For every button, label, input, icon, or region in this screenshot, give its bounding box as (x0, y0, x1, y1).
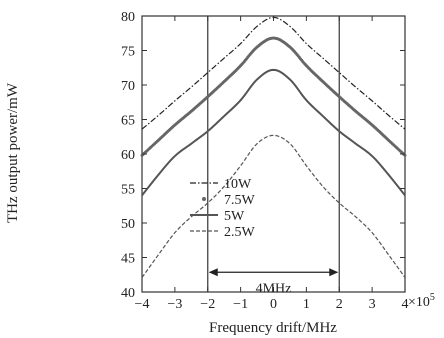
x-tick-label: 3 (369, 297, 376, 312)
y-axis-ticks: 40 45 50 55 60 65 70 75 80 (121, 10, 405, 301)
y-tick-label: 80 (121, 10, 135, 25)
x-axis-multiplier-base: ×10 (408, 295, 430, 310)
series-line (141, 16, 406, 130)
series-2.5W (141, 134, 406, 278)
y-tick-label: 40 (121, 286, 135, 301)
x-tick-label: 4 (402, 297, 409, 312)
annotation-arrow-right (329, 268, 339, 277)
series-10W (141, 16, 406, 130)
y-tick-label: 55 (121, 183, 135, 198)
x-tick-label: 0 (270, 297, 277, 312)
x-tick-label: −2 (200, 297, 215, 312)
series-5W (141, 68, 406, 197)
legend-item-10W: 10W (190, 177, 252, 192)
x-axis-title: Frequency drift/MHz (209, 320, 337, 336)
y-tick-label: 70 (121, 79, 135, 94)
series-line (141, 134, 406, 278)
x-tick-label: −3 (167, 297, 182, 312)
legend-item-2.5W: 2.5W (190, 225, 256, 240)
plot-border (141, 15, 406, 293)
x-axis-multiplier: ×105 (408, 292, 435, 310)
legend-label: 10W (224, 177, 252, 192)
y-tick-label: 75 (121, 45, 135, 60)
y-axis-title: THz output power/mW (5, 82, 21, 223)
annotation-label: 4MHz (256, 281, 292, 296)
legend-item-5W: 5W (190, 209, 245, 224)
x-tick-label: −4 (135, 297, 150, 312)
legend-label: 5W (224, 209, 245, 224)
series-point (403, 153, 407, 157)
legend-label: 7.5W (224, 193, 256, 208)
series-layer (140, 16, 407, 278)
x-tick-label: 1 (303, 297, 310, 312)
legend-swatch (202, 197, 206, 201)
x-tick-label: 2 (336, 297, 343, 312)
y-tick-label: 60 (121, 148, 135, 163)
y-tick-label: 45 (121, 252, 135, 267)
vertical-markers (207, 16, 340, 292)
series-7.5W (140, 36, 407, 157)
plot-frame (141, 15, 406, 293)
x-tick-label: −1 (233, 297, 248, 312)
x-axis-ticks: −4 −3 −2 −1 0 1 2 3 4 (135, 16, 409, 312)
legend-label: 2.5W (224, 225, 256, 240)
x-axis-multiplier-exponent: 5 (430, 292, 435, 303)
y-tick-label: 65 (121, 114, 135, 129)
annotation: 4MHz (208, 268, 339, 296)
annotation-arrow-left (208, 268, 218, 277)
series-line (141, 68, 406, 197)
legend-item-7.5W: 7.5W (202, 193, 256, 208)
y-tick-label: 50 (121, 217, 135, 232)
